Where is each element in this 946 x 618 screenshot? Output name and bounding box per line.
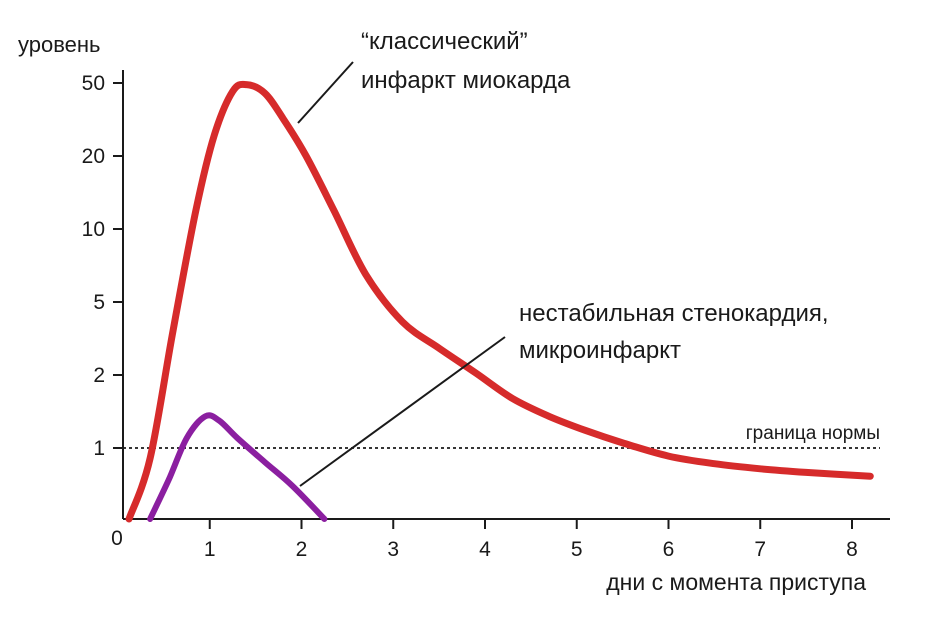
x-tick-label: 6	[663, 538, 675, 561]
x-tick-label: 5	[571, 538, 583, 561]
x-axis-label: дни с момента приступа	[606, 569, 866, 595]
annotation-leader-mi	[297, 61, 354, 124]
series-line-mi	[125, 80, 874, 523]
x-tick-label: 7	[754, 538, 766, 561]
annotation-angina: нестабильная стенокардия, микроинфаркт	[519, 300, 835, 364]
y-tick-label: 1	[93, 437, 105, 460]
y-tick-label: 5	[93, 291, 105, 314]
annotation-leader-angina	[299, 336, 506, 487]
x-tick-label: 2	[296, 538, 308, 561]
y-tick-label: 50	[82, 72, 105, 95]
y-tick-label: 10	[82, 218, 105, 241]
x-tick-label: 8	[846, 538, 858, 561]
annotation-mi: “классический” инфаркт миокарда	[361, 28, 571, 94]
y-tick-label: 2	[93, 364, 105, 387]
x-tick-label: 4	[479, 538, 491, 561]
y-axis-label: уровень	[18, 32, 101, 57]
threshold-label: граница нормы	[746, 423, 880, 444]
x-tick-label: 3	[387, 538, 399, 561]
origin-label: 0	[111, 527, 123, 550]
y-tick-label: 20	[82, 145, 105, 168]
x-tick-label: 1	[204, 538, 216, 561]
series-line-angina	[147, 412, 328, 522]
